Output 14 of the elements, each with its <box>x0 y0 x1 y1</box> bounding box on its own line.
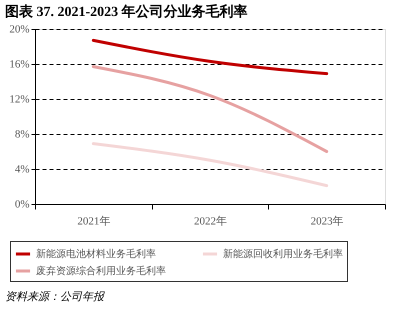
y-tick-label: 4% <box>14 164 30 176</box>
legend-label: 新能源电池材料业务毛利率 <box>36 248 156 260</box>
x-tick-label: 2021年 <box>77 216 110 228</box>
y-tick-label: 0% <box>14 198 30 210</box>
legend-label: 废弃资源综合利用业务毛利率 <box>36 265 166 277</box>
x-tick-label: 2023年 <box>310 216 344 228</box>
y-tick-label: 20% <box>9 24 30 36</box>
y-tick-label: 12% <box>9 94 30 106</box>
x-tick-label: 2022年 <box>194 216 227 228</box>
y-tick-label: 16% <box>9 58 30 70</box>
text: 资料来源：公司年报 <box>5 290 105 303</box>
y-tick-label: 8% <box>14 128 30 140</box>
legend-label: 新能源回收利用业务毛利率 <box>223 248 343 260</box>
chart-title: 图表 37. 2021-2023 年公司分业务毛利率 <box>5 3 248 20</box>
